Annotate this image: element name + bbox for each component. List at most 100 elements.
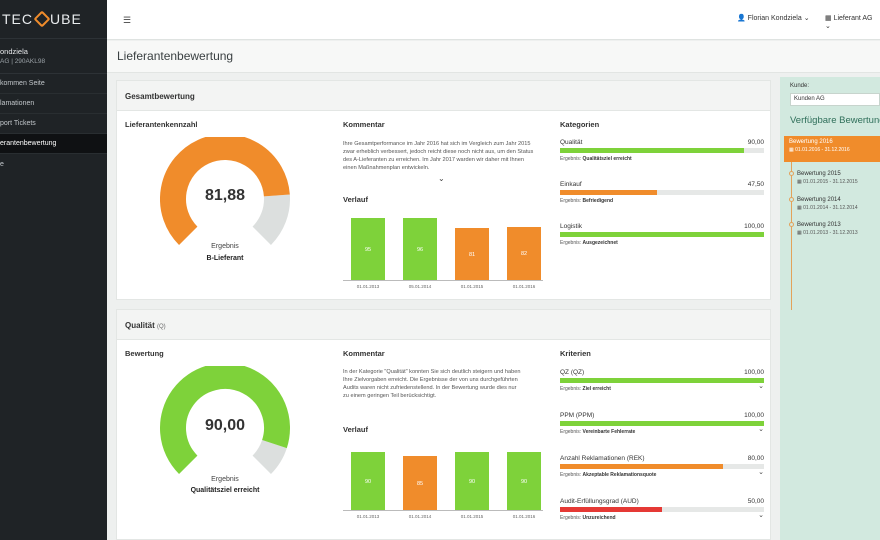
chevron-down-icon[interactable]: ⌄ [758, 383, 764, 390]
criterion-progress-fill [560, 421, 764, 426]
criterion-name: Anzahl Reklamationen (REK) [560, 455, 645, 462]
gauge-remaining-arc [252, 439, 287, 474]
trend-bar: 82 [507, 227, 541, 281]
rating-item-dates-row: ▦ 01.01.2016 - 31.12.2016 [789, 147, 880, 153]
criterion-item: Qualität 90,00 Ergebnis: Qualitätsziel err… [560, 139, 764, 162]
sidebar-user-sub: AG | 290AKL98 [0, 58, 46, 65]
criterion-name: Qualität [560, 139, 583, 146]
rating-item-dates-row: ▦ 01.01.2013 - 31.12.2013 [797, 230, 858, 236]
criterion-name: Audit-Erfüllungsgrad (AUD) [560, 498, 639, 505]
chart-baseline [343, 280, 543, 281]
rating-item-dates: 01.01.2016 - 31.12.2016 [795, 147, 850, 153]
criterion-result: Ergebnis: Qualitätsziel erreicht [560, 156, 764, 162]
quality-heading-suffix: (Q) [157, 324, 166, 330]
rating-item-title: Bewertung 2016 [789, 139, 833, 145]
rating-item-2014[interactable]: Bewertung 2014 ▦ 01.01.2014 - 31.12.2014 [797, 197, 858, 211]
rating-item-title: Bewertung 2014 [797, 197, 841, 203]
quality-comment-title: Kommentar [343, 349, 385, 358]
trend-bar: 90 [351, 452, 385, 511]
sidebar-item-complaints[interactable]: lamationen [0, 94, 107, 114]
logo-text-right: UBE [50, 11, 82, 27]
criterion-result-label: Ergebnis: [560, 156, 582, 162]
chevron-down-icon[interactable]: ⌄ [758, 512, 764, 519]
quality-gauge: 90,00 Ergebnis Qualitätsziel erreicht [160, 363, 290, 506]
overall-trend-title: Verlauf [343, 195, 369, 204]
quality-panel: Qualität (Q) Bewertung 90,00 Ergebnis Qu… [116, 309, 771, 540]
logo-hex-icon [33, 10, 51, 28]
sidebar-item-extra[interactable]: e [0, 160, 4, 168]
criterion-item[interactable]: QZ (QZ) 100,00 Ergebnis: Ziel erreicht ⌄ [560, 369, 764, 392]
quality-trend-title: Verlauf [343, 425, 369, 434]
calendar-icon: ▦ [797, 205, 802, 211]
criterion-item[interactable]: Audit-Erfüllungsgrad (AUD) 50,00 Ergebnis:… [560, 498, 764, 521]
criterion-progress-track [560, 421, 764, 426]
criterion-result: Ergebnis: Ziel erreicht [560, 386, 764, 392]
timeline-dot [789, 222, 794, 227]
criterion-name: Logistik [560, 223, 583, 230]
criterion-result-value: Akzeptable Reklamationsquote [582, 472, 657, 478]
trend-bar-date: 01.01.2014 [408, 514, 432, 519]
sidebar-item-supplier-rating[interactable]: erantenbewertung [0, 134, 107, 154]
rating-item-2013[interactable]: Bewertung 2013 ▦ 01.01.2013 - 31.12.2013 [797, 222, 858, 236]
quality-trend-chart: 90 01.01.2013 85 01.01.2014 90 01.01.2015 90 01… [343, 446, 543, 519]
overall-comment-title: Kommentar [343, 120, 385, 129]
criterion-value: 90,00 [747, 139, 764, 146]
topbar: ☰ 👤 Florian Kondziela ⌄ ▦ Lieferant AG ⌄ [107, 0, 880, 40]
quality-heading: Qualität (Q) [117, 310, 770, 340]
trend-bar-date: 01.01.2016 [512, 514, 536, 519]
page-title-bar: Lieferantenbewertung [107, 41, 880, 73]
overall-kpi-title: Lieferantenkennzahl [125, 120, 198, 129]
app-logo[interactable]: TEC UBE [0, 0, 107, 38]
menu-icon[interactable]: ☰ [123, 15, 132, 25]
criterion-progress-fill [560, 148, 744, 153]
rating-item-2015[interactable]: Bewertung 2015 ▦ 01.01.2015 - 31.12.2015 [797, 171, 858, 185]
sidebar-item-home[interactable]: kommen Seite [0, 74, 107, 94]
quality-gauge-value: 90,00 [204, 417, 246, 434]
trend-bar-date: 01.01.2013 [356, 514, 380, 519]
criterion-result-label: Ergebnis: [560, 240, 582, 246]
criterion-progress-fill [560, 464, 724, 469]
customer-label: Kunde: [790, 83, 810, 89]
quality-comment: In der Kategorie "Qualität" konnten Sie … [343, 369, 521, 399]
chevron-down-icon[interactable]: ⌄ [758, 426, 764, 433]
criterion-result-label: Ergebnis: [560, 386, 582, 392]
rating-item-2016[interactable]: Bewertung 2016 ▦ 01.01.2016 - 31.12.2016 [784, 136, 880, 162]
trend-bar-date: 01.01.2016 [512, 284, 536, 289]
top-user-menu[interactable]: 👤 Florian Kondziela ⌄ [737, 14, 810, 22]
page-title: Lieferantenbewertung [117, 49, 234, 63]
quality-gauge-label: Ergebnis [211, 476, 239, 483]
chevron-down-icon[interactable]: ⌄ [758, 469, 764, 476]
quality-criteria-title: Kriterien [560, 349, 591, 358]
criterion-value: 50,00 [747, 498, 764, 505]
criterion-item[interactable]: PPM (PPM) 100,00 Ergebnis: Vereinbarte Feh… [560, 412, 764, 435]
expand-comment-chevron-icon[interactable]: ⌄ [438, 174, 445, 183]
overall-gauge-value: 81,88 [204, 187, 246, 204]
criterion-progress-fill [560, 190, 657, 195]
criterion-result-value: Ausgezeichnet [582, 240, 618, 246]
trend-bar-date: 01.01.2015 [460, 284, 484, 289]
rating-item-dates: 01.01.2013 - 31.12.2013 [803, 230, 858, 236]
rating-item-dates: 01.01.2014 - 31.12.2014 [803, 205, 858, 211]
overall-gauge-result: B-Lieferant [206, 255, 244, 262]
sidebar-item-support-tickets[interactable]: port Tickets [0, 114, 107, 134]
top-supplier-label: Lieferant AG ⌄ [825, 15, 873, 30]
criterion-result-value: Qualitätsziel erreicht [582, 156, 632, 162]
overall-gauge-label: Ergebnis [211, 243, 239, 250]
top-supplier-menu[interactable]: ▦ Lieferant AG ⌄ [825, 14, 880, 30]
criterion-progress-fill [560, 232, 764, 237]
customer-select[interactable]: Kunden AG [790, 93, 880, 106]
trend-bar: 90 [507, 452, 541, 511]
criterion-item[interactable]: Anzahl Reklamationen (REK) 80,00 Ergebnis:… [560, 455, 764, 478]
criterion-progress-track [560, 232, 764, 237]
top-user-label: Florian Kondziela ⌄ [747, 15, 810, 22]
quality-gauge-svg [160, 363, 290, 474]
calendar-icon: ▦ [789, 147, 794, 153]
user-icon: 👤 [737, 15, 746, 22]
criterion-name: QZ (QZ) [560, 369, 585, 376]
overall-trend-chart: 95 01.01.2013 96 05.01.2014 81 01.01.2015 82 01… [343, 215, 543, 289]
available-ratings-heading: Verfügbare Bewertung [790, 115, 880, 126]
sidebar: TEC UBE ondziela AG | 290AKL98 kommen Se… [0, 0, 107, 540]
overall-gauge-svg [160, 134, 290, 245]
quality-kpi-title: Bewertung [125, 349, 164, 358]
criterion-progress-track [560, 190, 764, 195]
